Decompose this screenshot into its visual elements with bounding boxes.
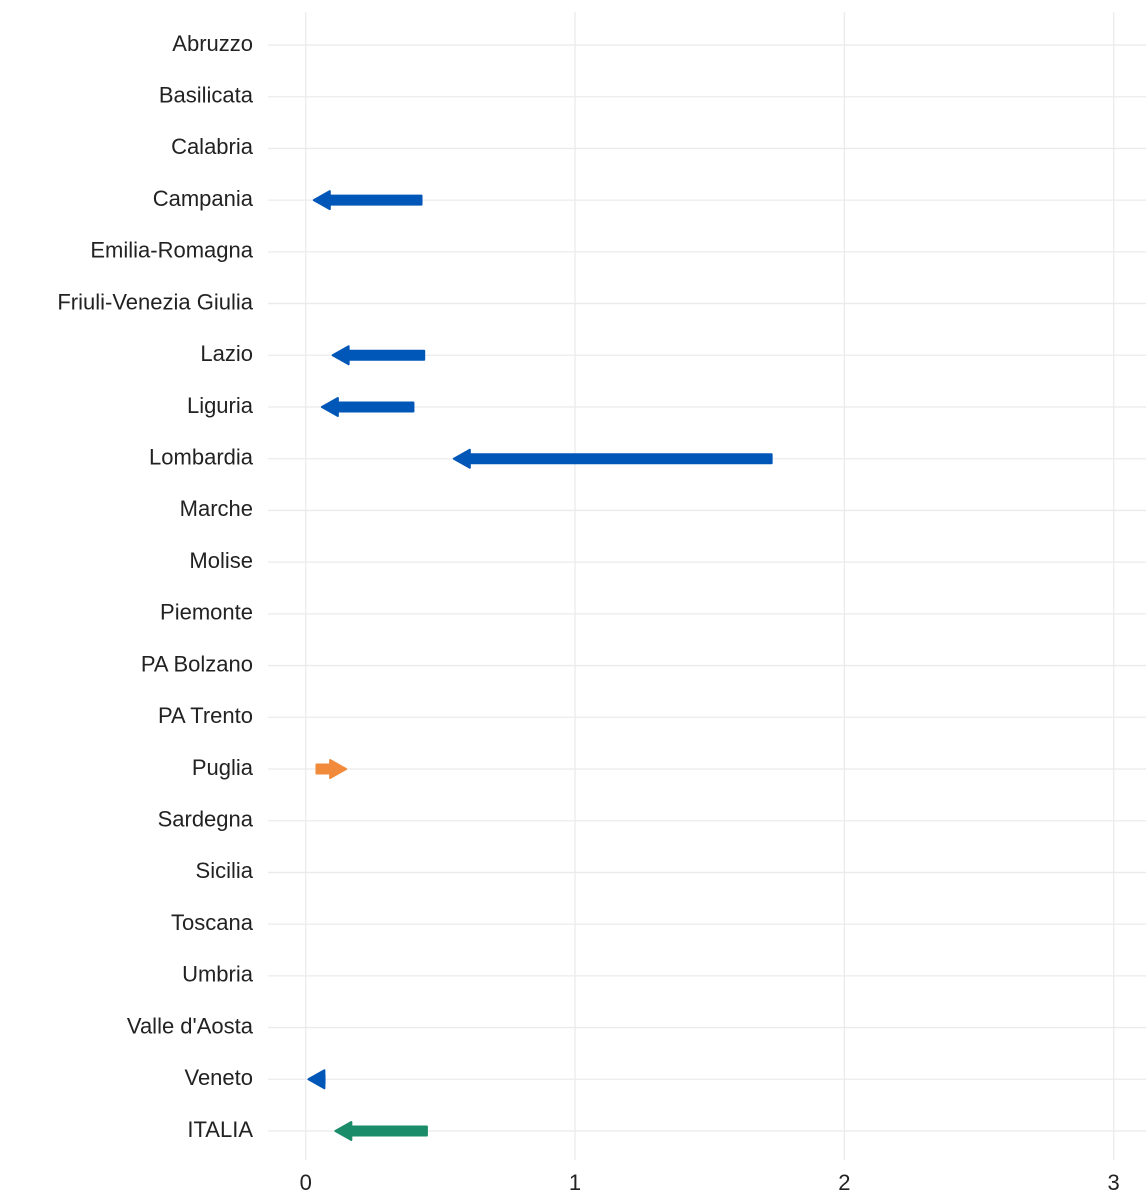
- x-tick-label: 3: [1108, 1170, 1120, 1195]
- x-tick-label: 1: [569, 1170, 581, 1195]
- x-tick-label: 0: [300, 1170, 312, 1195]
- y-tick-label: Sardegna: [158, 807, 254, 832]
- arrow: [452, 448, 773, 469]
- y-tick-label: Valle d'Aosta: [127, 1013, 254, 1038]
- y-tick-label: Puglia: [192, 755, 254, 780]
- arrow: [307, 1069, 326, 1090]
- y-tick-label: Sicilia: [196, 858, 254, 883]
- y-tick-label: Lombardia: [149, 445, 254, 470]
- arrow: [334, 1121, 428, 1141]
- arrow: [331, 345, 426, 366]
- x-tick-label: 2: [838, 1170, 850, 1195]
- y-tick-label: Liguria: [187, 393, 254, 418]
- y-tick-label: Basilicata: [159, 83, 254, 108]
- y-tick-label: Molise: [189, 548, 253, 573]
- y-tick-label: Abruzzo: [172, 31, 253, 56]
- y-tick-label: PA Trento: [158, 703, 253, 728]
- y-tick-label: Friuli-Venezia Giulia: [57, 289, 253, 314]
- y-tick-label: Piemonte: [160, 600, 253, 625]
- y-tick-label: Veneto: [184, 1065, 253, 1090]
- y-tick-label: Calabria: [171, 134, 254, 159]
- y-tick-label: ITALIA: [187, 1117, 253, 1142]
- y-tick-label: Marche: [180, 496, 253, 521]
- y-tick-label: PA Bolzano: [141, 651, 253, 676]
- y-tick-label: Umbria: [182, 962, 254, 987]
- y-tick-label: Emilia-Romagna: [90, 238, 253, 263]
- arrow: [312, 190, 423, 211]
- arrow: [320, 397, 415, 417]
- y-tick-label: Campania: [153, 186, 254, 211]
- arrow: [315, 759, 348, 779]
- y-tick-label: Toscana: [171, 910, 254, 935]
- y-tick-label: Lazio: [200, 341, 253, 366]
